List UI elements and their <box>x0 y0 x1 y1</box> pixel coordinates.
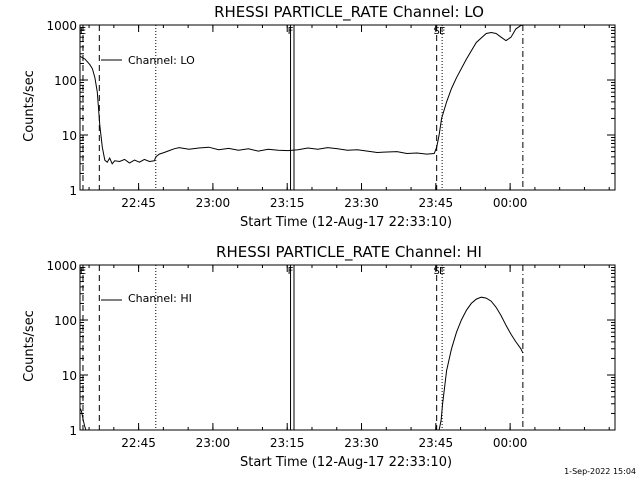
y-tick-label: 100 <box>54 314 77 328</box>
data-series-line <box>79 407 87 431</box>
x-tick-label: 23:15 <box>270 196 305 210</box>
chart-panel-hi: RHESSI PARTICLE_RATE Channel: HI Counts/… <box>22 243 616 470</box>
y-tick-label: 1000 <box>46 19 77 33</box>
data-series-line <box>79 24 524 165</box>
chart-title: RHESSI PARTICLE_RATE Channel: HI <box>216 243 482 262</box>
y-tick-label: 100 <box>54 74 77 88</box>
y-tick-label: 1000 <box>46 259 77 273</box>
y-tick-label: 10 <box>62 369 77 383</box>
y-tick-label: 1 <box>69 184 77 198</box>
x-tick-label: 23:45 <box>419 196 454 210</box>
footer-timestamp: 1-Sep-2022 15:04 <box>564 467 636 476</box>
x-tick-label: 23:45 <box>419 436 454 450</box>
event-marker-label: E <box>439 26 445 37</box>
x-tick-label: 22:45 <box>121 196 156 210</box>
data-series-line <box>438 296 524 431</box>
x-tick-label: 23:00 <box>196 436 231 450</box>
event-marker-label: S <box>433 26 439 37</box>
x-axis-label: Start Time (12-Aug-17 22:33:10) <box>240 455 452 470</box>
event-marker-label: E <box>439 266 445 277</box>
plot-frame <box>79 24 616 191</box>
x-axis-label: Start Time (12-Aug-17 22:33:10) <box>240 215 452 230</box>
y-axis-label: Counts/sec <box>22 70 37 142</box>
x-tick-label: 00:00 <box>493 436 528 450</box>
event-marker-label: E <box>80 26 86 37</box>
x-tick-label: 23:30 <box>344 196 379 210</box>
y-axis-label: Counts/sec <box>22 310 37 382</box>
x-tick-label: 23:30 <box>344 436 379 450</box>
event-marker-label: E <box>80 266 86 277</box>
x-tick-label: 00:00 <box>493 196 528 210</box>
legend-label: Channel: HI <box>128 292 192 305</box>
y-tick-label: 10 <box>62 129 77 143</box>
legend-label: Channel: LO <box>128 54 195 67</box>
event-marker-label: F <box>288 266 294 277</box>
plot-frame <box>79 264 616 431</box>
x-tick-label: 23:15 <box>270 436 305 450</box>
event-marker-label: F <box>288 26 294 37</box>
x-tick-label: 22:45 <box>121 436 156 450</box>
event-marker-label: S <box>433 266 439 277</box>
chart-panel-lo: RHESSI PARTICLE_RATE Channel: LO Counts/… <box>22 3 616 230</box>
chart-title: RHESSI PARTICLE_RATE Channel: LO <box>214 3 484 22</box>
y-tick-label: 1 <box>69 424 77 438</box>
x-tick-label: 23:00 <box>196 196 231 210</box>
